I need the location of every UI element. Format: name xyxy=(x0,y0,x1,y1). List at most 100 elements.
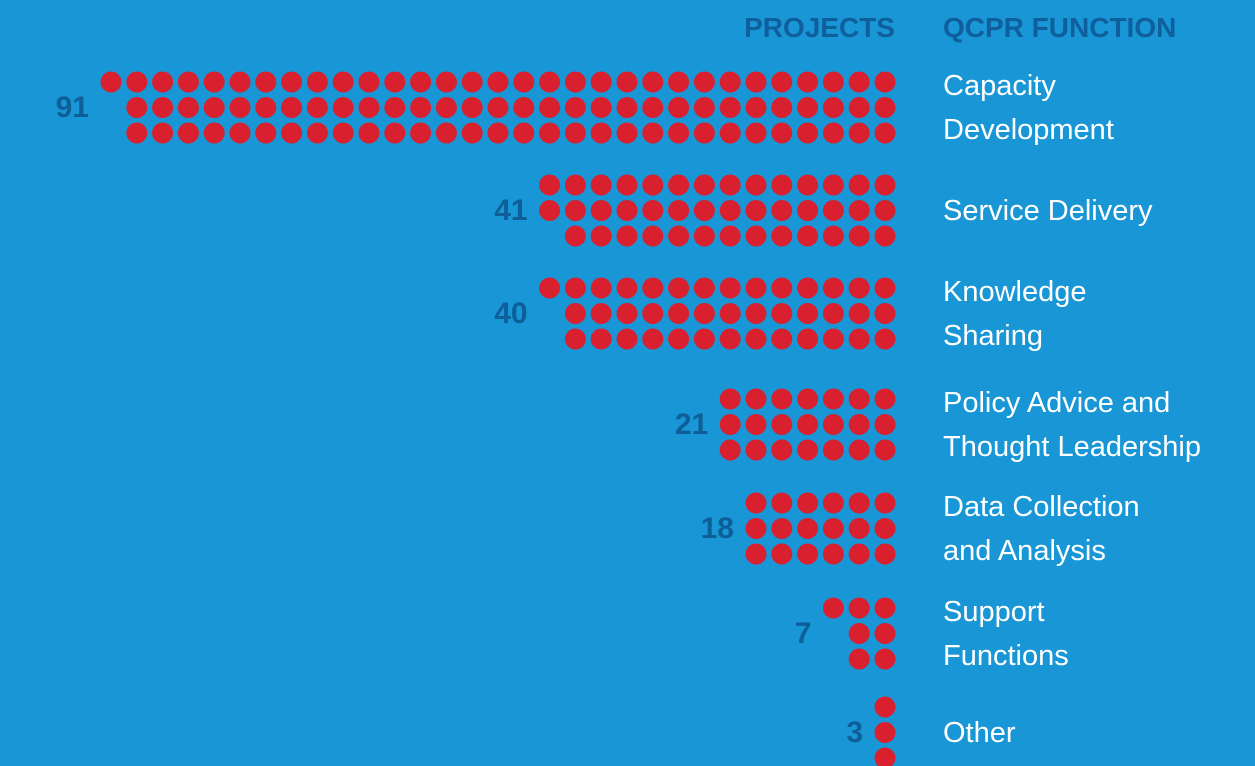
dot xyxy=(875,440,896,461)
dot xyxy=(875,598,896,619)
dot xyxy=(565,200,586,221)
dot xyxy=(771,72,792,93)
dot xyxy=(617,72,638,93)
dot xyxy=(797,518,818,539)
dot xyxy=(746,278,767,299)
dot xyxy=(771,226,792,247)
dot-group xyxy=(746,493,896,565)
dot xyxy=(539,97,560,118)
dot xyxy=(694,278,715,299)
dot xyxy=(771,303,792,324)
dot xyxy=(668,97,689,118)
dot xyxy=(410,97,431,118)
dot xyxy=(849,329,870,350)
dot xyxy=(668,278,689,299)
dot xyxy=(875,493,896,514)
dot xyxy=(668,329,689,350)
dot xyxy=(771,123,792,144)
dot xyxy=(823,329,844,350)
dot xyxy=(720,440,741,461)
dot xyxy=(462,123,483,144)
dot xyxy=(565,226,586,247)
dot xyxy=(849,123,870,144)
dot xyxy=(255,97,276,118)
dot xyxy=(875,72,896,93)
dot xyxy=(875,278,896,299)
dot xyxy=(488,123,509,144)
dot xyxy=(849,493,870,514)
dot xyxy=(746,544,767,565)
dot xyxy=(875,175,896,196)
dot xyxy=(281,97,302,118)
chart: PROJECTS QCPR FUNCTION 91Capacity Develo… xyxy=(0,0,1255,766)
dot xyxy=(617,278,638,299)
dot xyxy=(771,175,792,196)
dot xyxy=(875,123,896,144)
dot xyxy=(539,278,560,299)
dot xyxy=(642,226,663,247)
dot xyxy=(591,303,612,324)
dot-group xyxy=(720,389,896,461)
dot xyxy=(849,598,870,619)
dot xyxy=(771,389,792,410)
dot xyxy=(720,72,741,93)
dot-group xyxy=(539,175,895,247)
dot xyxy=(875,329,896,350)
dot xyxy=(617,226,638,247)
dot xyxy=(178,97,199,118)
dot xyxy=(694,175,715,196)
value-label: 91 xyxy=(56,91,89,125)
dot xyxy=(436,97,457,118)
dot xyxy=(746,226,767,247)
dot xyxy=(849,97,870,118)
dot xyxy=(617,97,638,118)
dot xyxy=(694,72,715,93)
dot xyxy=(204,123,225,144)
dot xyxy=(771,278,792,299)
dot xyxy=(617,175,638,196)
dot xyxy=(204,97,225,118)
dot xyxy=(746,518,767,539)
dot xyxy=(126,72,147,93)
dot xyxy=(126,123,147,144)
dot xyxy=(694,123,715,144)
dot xyxy=(771,200,792,221)
dot xyxy=(797,123,818,144)
dot xyxy=(668,226,689,247)
category-label: Other xyxy=(943,711,1016,755)
dot xyxy=(539,175,560,196)
dot xyxy=(513,97,534,118)
dot xyxy=(333,97,354,118)
dot xyxy=(875,748,896,766)
dot xyxy=(746,97,767,118)
dot xyxy=(642,97,663,118)
dot xyxy=(797,303,818,324)
dot xyxy=(797,329,818,350)
dot xyxy=(307,97,328,118)
dot xyxy=(255,72,276,93)
dot xyxy=(875,97,896,118)
dot xyxy=(281,72,302,93)
dot xyxy=(591,97,612,118)
dot xyxy=(178,123,199,144)
dot xyxy=(694,200,715,221)
dot xyxy=(823,278,844,299)
dot xyxy=(617,303,638,324)
dot xyxy=(591,72,612,93)
dot xyxy=(359,123,380,144)
dot xyxy=(771,493,792,514)
dot xyxy=(384,123,405,144)
dot xyxy=(359,72,380,93)
dot xyxy=(642,72,663,93)
dot xyxy=(875,518,896,539)
dot xyxy=(617,329,638,350)
dot xyxy=(823,200,844,221)
dot xyxy=(823,440,844,461)
dot xyxy=(823,598,844,619)
dot xyxy=(694,329,715,350)
dot xyxy=(849,303,870,324)
dot xyxy=(849,278,870,299)
dot xyxy=(462,72,483,93)
dot-group xyxy=(539,278,895,350)
dot xyxy=(591,175,612,196)
